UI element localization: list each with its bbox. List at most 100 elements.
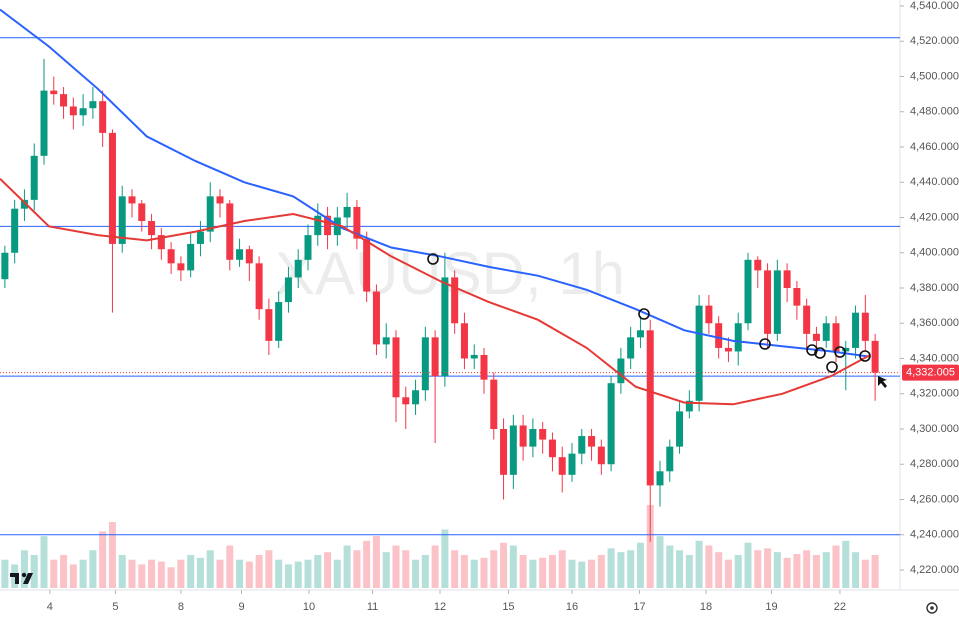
candle-body (431, 337, 439, 377)
settings-icon[interactable] (926, 602, 938, 614)
volume-bar (783, 557, 791, 588)
x-tick-label: 12 (434, 601, 446, 613)
candle-body (558, 457, 566, 475)
volume-bar (138, 564, 146, 588)
settings-gear-center (930, 606, 934, 610)
candle-body (636, 330, 644, 338)
y-tick-label: 4,360.000 (910, 317, 959, 329)
volume-bar (558, 550, 566, 588)
y-tick-label: 4,480.000 (910, 106, 959, 118)
candle-body (597, 446, 605, 465)
volume-bar (539, 557, 547, 588)
candle-body (656, 471, 664, 486)
marker (826, 361, 838, 373)
volume-bar (69, 564, 77, 588)
logo-part (15, 573, 19, 584)
volume-bar (304, 559, 312, 588)
candle-body (490, 379, 498, 429)
candle-body (646, 330, 654, 486)
x-tick-label: 22 (834, 601, 846, 613)
volume-bar (255, 554, 263, 588)
candle-body (480, 354, 488, 380)
volume-bar (695, 540, 703, 588)
candle-body (793, 288, 801, 306)
candle-body (236, 249, 244, 260)
candle-body (685, 400, 693, 412)
last-price-label: 4,332.005 (906, 366, 955, 378)
marker (759, 338, 771, 350)
volume-bar (382, 552, 390, 588)
volume-bar (754, 550, 762, 588)
y-tick-label: 4,420.000 (910, 211, 959, 223)
volume-bar (451, 550, 459, 588)
volume-bar (822, 552, 830, 588)
candle-body (60, 94, 68, 107)
x-tick-label: 18 (700, 601, 712, 613)
candle-body (324, 215, 332, 236)
candle-body (333, 217, 341, 236)
candle-body (803, 305, 811, 334)
last-price-tag: 4,332.005 (902, 364, 959, 381)
candle-body (99, 101, 107, 133)
x-tick-label: 15 (502, 601, 514, 613)
volume-bar (842, 540, 850, 588)
candle-body (783, 270, 791, 288)
volume-bar (764, 548, 772, 588)
candle-body (216, 196, 224, 204)
candle-body (226, 203, 234, 260)
volume-bar (627, 550, 635, 588)
candle-body (138, 203, 146, 222)
candle-body (275, 302, 283, 341)
volume-bar (441, 529, 449, 588)
volume-bar (324, 552, 332, 588)
volume-bar (470, 559, 478, 588)
moving-average (0, 8, 871, 358)
candle-body (764, 270, 772, 334)
volume-bar (871, 554, 879, 588)
candle-body (588, 436, 596, 447)
candle-body (470, 354, 478, 359)
candle-body (754, 259, 762, 271)
candle-body (451, 277, 459, 324)
volume-bar (588, 559, 596, 588)
y-tick-label: 4,340.000 (910, 352, 959, 364)
candle-body (705, 305, 713, 324)
volume-bar (685, 554, 693, 588)
candle-body (118, 196, 126, 244)
cursor-arrow (878, 376, 887, 388)
candle-body (715, 323, 723, 348)
candle-body (372, 291, 380, 345)
candle-body (304, 235, 312, 260)
candle-body (412, 390, 420, 405)
volume-bar (1, 559, 9, 588)
x-tick-label: 16 (566, 601, 578, 613)
candle-body (177, 263, 185, 271)
candle-body (50, 90, 58, 95)
candle-body (245, 249, 253, 264)
y-tick-label: 4,320.000 (910, 388, 959, 400)
candle-body (695, 305, 703, 401)
candle-body (607, 383, 615, 465)
volume-bar (460, 554, 468, 588)
volume-bar (99, 531, 107, 588)
candle-body (627, 337, 635, 359)
candle-body (842, 347, 850, 352)
candle-body (617, 358, 625, 384)
volume-bar (646, 505, 654, 588)
volume-bar (128, 559, 136, 588)
candle-body (148, 221, 156, 236)
candle-body (734, 323, 742, 352)
volume-bar (656, 536, 664, 588)
y-tick-label: 4,540.000 (910, 0, 959, 12)
x-tick-label: 11 (367, 601, 378, 613)
volume-bar (832, 545, 840, 588)
x-tick-label: 17 (633, 601, 645, 613)
volume-bar (803, 550, 811, 588)
settings-gear[interactable] (926, 602, 938, 614)
candle-body (69, 106, 77, 116)
volume-bar (636, 542, 644, 588)
y-tick-label: 4,300.000 (910, 423, 959, 435)
volume-bar (206, 550, 214, 588)
